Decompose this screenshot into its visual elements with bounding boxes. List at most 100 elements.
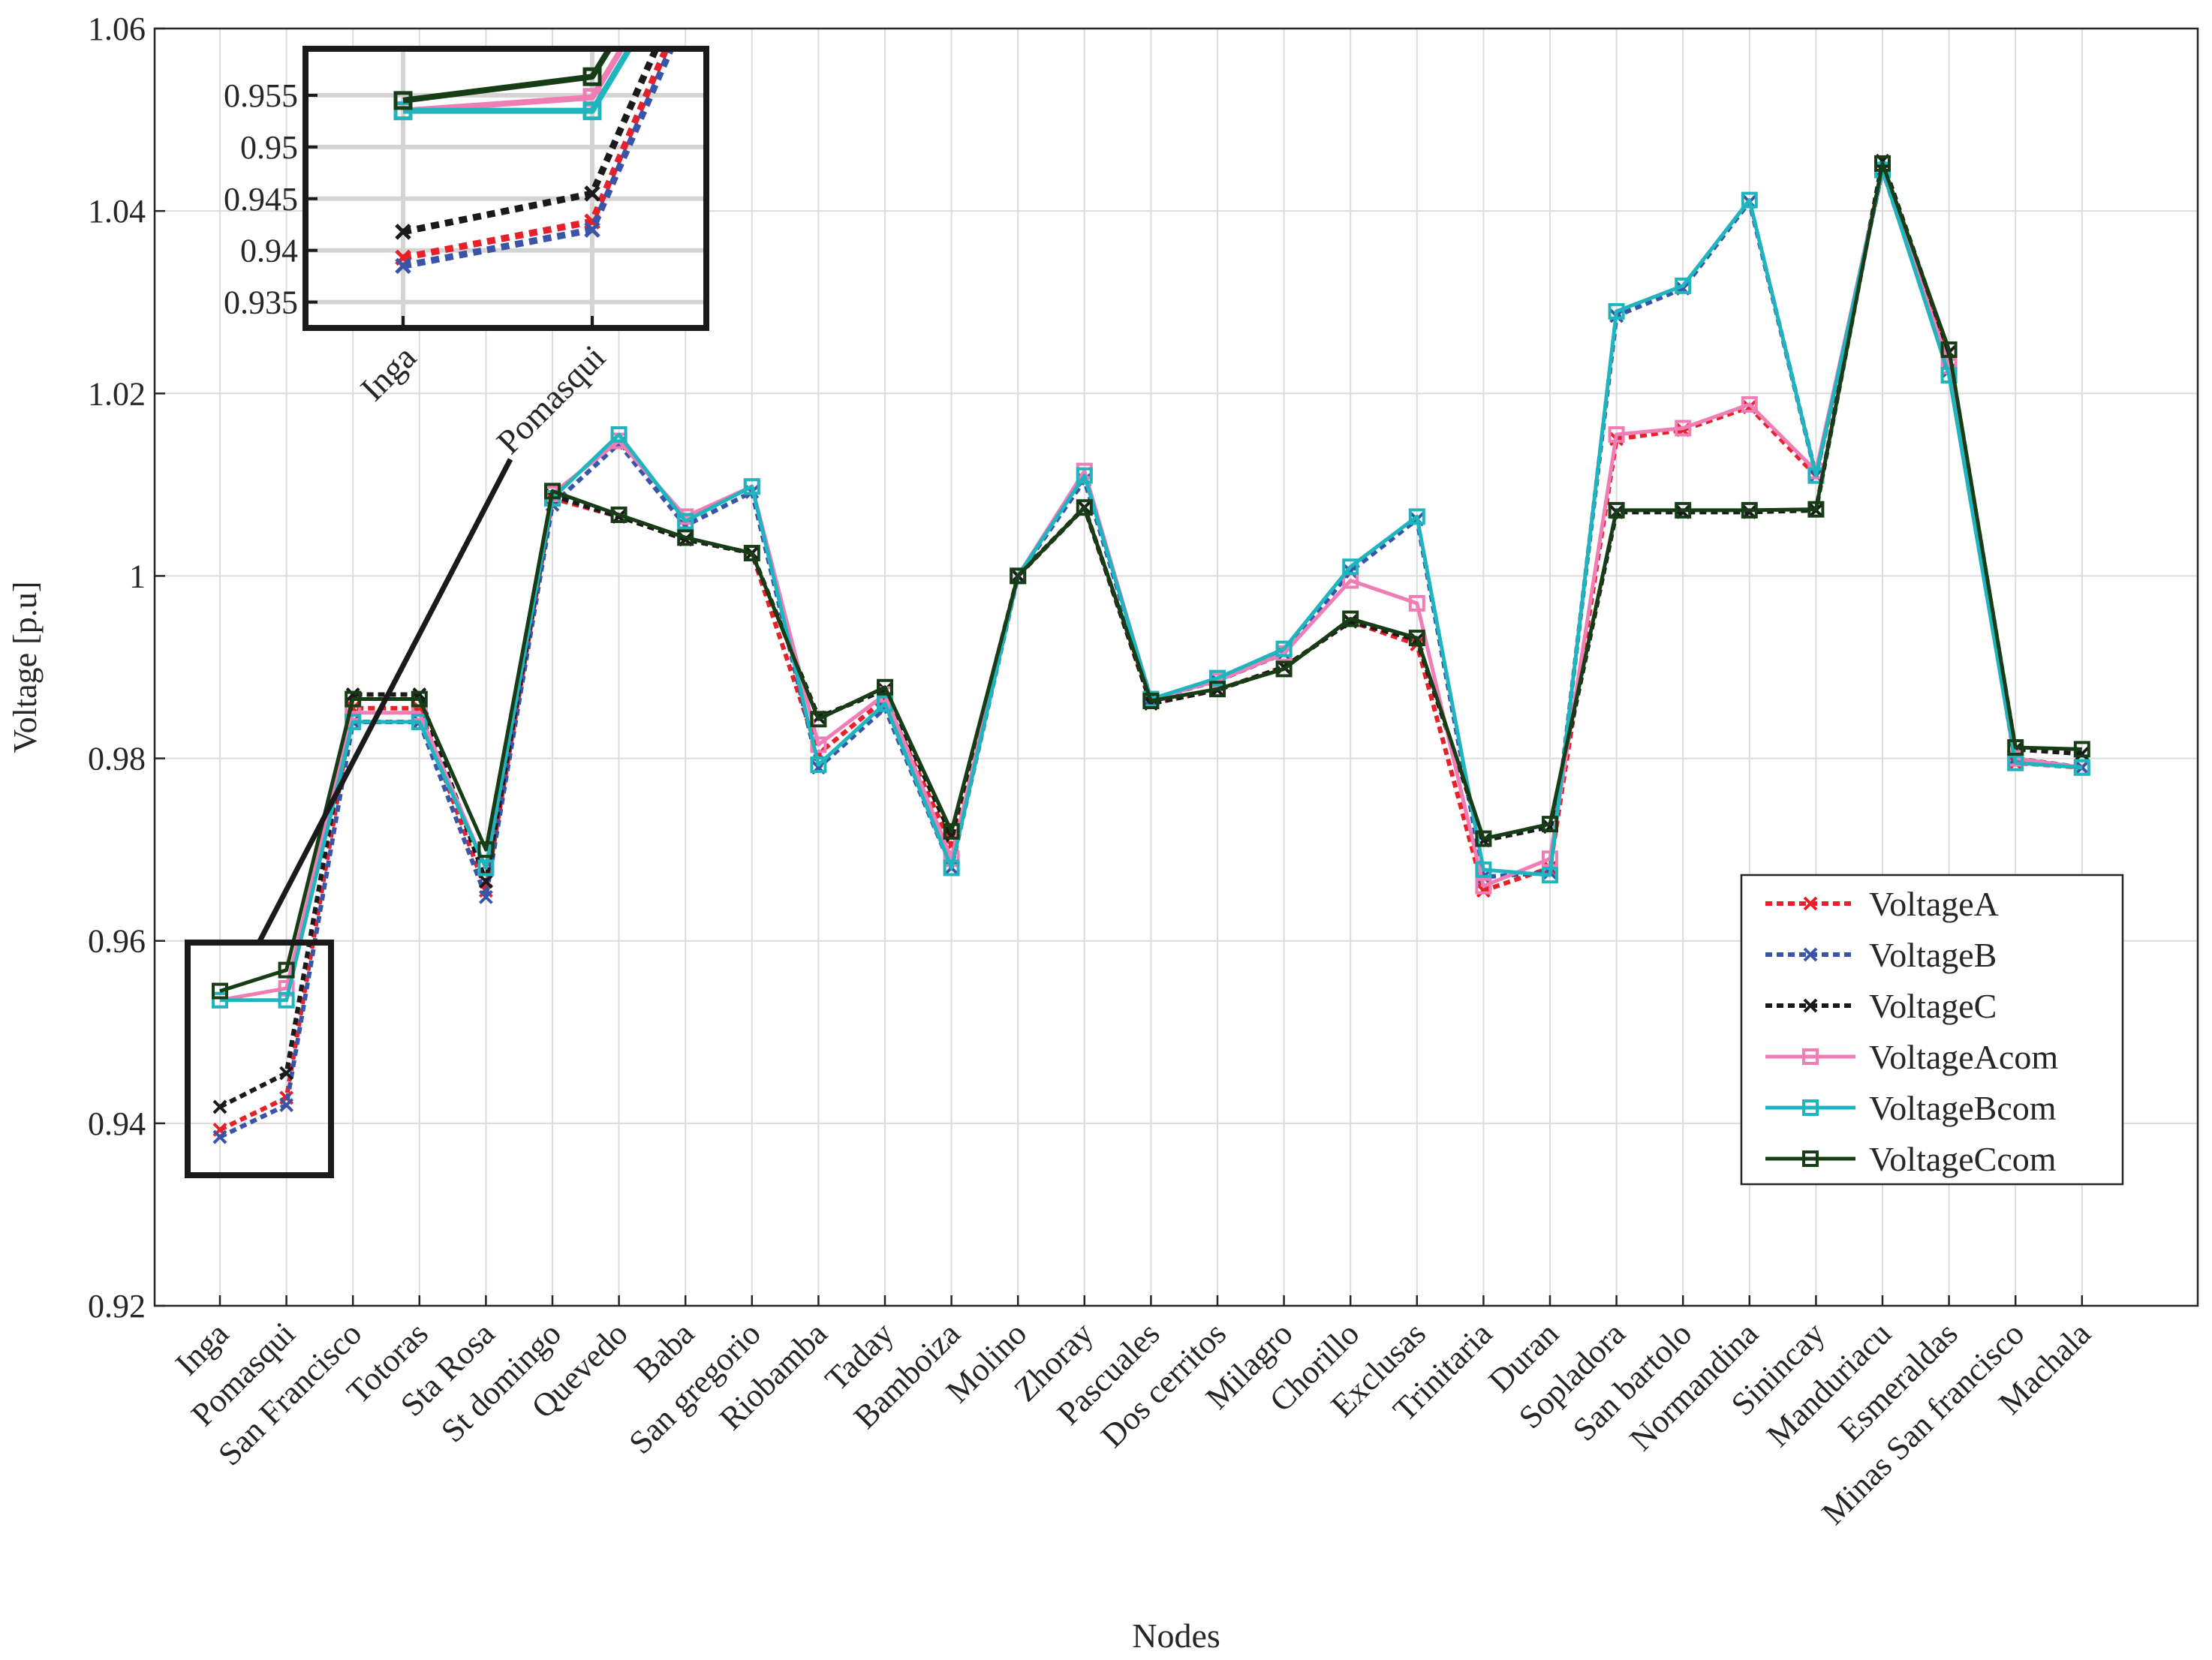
y-tick-label: 1.02: [88, 375, 146, 412]
inset-frame: [302, 46, 709, 331]
inset-data-point: [584, 221, 600, 238]
plot-frame: [153, 27, 2199, 1307]
y-axis-ticks: 0.92 0.94 0.96 0.98 1 1.02 1.04 1.06: [88, 11, 165, 1325]
data-point: [1275, 640, 1293, 657]
legend-marker: [1803, 896, 1818, 911]
data-point: [544, 483, 561, 500]
data-point: [1343, 564, 1358, 579]
series-lines: [212, 153, 2090, 1144]
data-point: [1209, 669, 1226, 687]
legend-label: VoltageCcom: [1869, 1140, 2057, 1178]
inset-data-point: [393, 101, 413, 121]
data-point: [1608, 302, 1625, 320]
data-point: [810, 756, 827, 774]
inset-data-point: [393, 91, 413, 110]
data-point: [1542, 816, 1558, 833]
inset-y-tick-label: 0.935: [224, 284, 298, 321]
inset-y-tick-label: 0.945: [224, 181, 298, 218]
data-point: [212, 991, 228, 1009]
data-point: [1675, 420, 1692, 437]
legend-entry-voltagea: VoltageA: [1765, 885, 1999, 923]
y-tick-label: 1.04: [88, 193, 146, 230]
data-point: [810, 711, 827, 728]
y-tick-label: 0.92: [88, 1288, 146, 1325]
data-point: [478, 874, 493, 889]
data-point: [1342, 610, 1359, 627]
y-axis-label: Voltage [p.u]: [7, 582, 44, 753]
data-point: [345, 690, 362, 708]
data-point: [2075, 760, 2090, 775]
data-point: [1475, 830, 1492, 847]
data-point: [411, 690, 428, 708]
data-point: [1807, 501, 1825, 518]
data-point: [2073, 759, 2090, 776]
data-point: [743, 478, 760, 495]
data-point: [1940, 341, 1958, 358]
data-point: [1476, 883, 1491, 898]
inset-series-voltagec: [395, 49, 660, 240]
data-point: [278, 961, 295, 979]
data-point: [477, 841, 495, 859]
series-voltageccom: [212, 155, 2090, 1000]
inset-y-ticks: 0.935 0.94 0.945 0.95 0.955: [224, 77, 318, 321]
data-point: [877, 678, 893, 696]
legend-entry-voltagebcom: VoltageBcom: [1765, 1089, 2057, 1127]
data-point: [411, 713, 428, 730]
inset-series-voltageb: [395, 49, 675, 275]
inset-series-lines: [393, 49, 675, 275]
data-point: [1010, 567, 1027, 585]
data-point: [212, 1099, 227, 1114]
data-point: [2073, 741, 2090, 758]
inset-data-point: [582, 101, 602, 121]
inset-data-point: [582, 67, 602, 86]
data-point: [1608, 501, 1625, 519]
y-tick-label: 1.06: [88, 11, 146, 47]
data-point: [677, 529, 694, 546]
data-point: [1741, 395, 1758, 413]
data-point: [212, 1129, 227, 1144]
legend-entry-voltageccom: VoltageCcom: [1765, 1140, 2057, 1178]
data-point: [1542, 867, 1558, 884]
y-tick-label: 0.96: [88, 923, 146, 960]
inset-series-line: [402, 49, 613, 104]
data-point: [1342, 558, 1359, 576]
data-point: [2007, 754, 2024, 771]
inset-series-voltageccom: [393, 49, 613, 110]
data-point: [1741, 501, 1758, 519]
data-point: [279, 1098, 294, 1112]
legend-label: VoltageC: [1869, 987, 1997, 1025]
legend-label: VoltageBcom: [1869, 1089, 2057, 1127]
data-point: [1874, 155, 1891, 172]
inset-series-voltagebcom: [393, 49, 634, 121]
legend-label: VoltageAcom: [1869, 1038, 2058, 1076]
series-line: [219, 161, 2082, 993]
inset-series-line: [403, 49, 634, 114]
legend-marker: [1802, 1048, 1819, 1065]
data-point: [279, 1066, 294, 1081]
legend-label: VoltageB: [1869, 936, 1997, 974]
inset-y-tick-label: 0.95: [240, 129, 298, 166]
inset-series-line: [402, 49, 625, 114]
data-point: [478, 889, 493, 904]
data-point: [1475, 877, 1492, 895]
data-point: [943, 822, 960, 840]
y-tick-label: 1: [129, 558, 146, 594]
legend-entry-voltageb: VoltageB: [1765, 936, 1997, 974]
data-point: [1408, 630, 1425, 647]
data-point: [1475, 861, 1492, 878]
data-point: [810, 736, 827, 753]
data-point: [1940, 366, 1958, 383]
data-point: [1608, 426, 1625, 443]
data-point: [943, 859, 960, 877]
data-point: [1076, 499, 1093, 516]
data-point: [677, 513, 694, 530]
data-point: [1741, 191, 1758, 209]
data-point: [1142, 692, 1160, 709]
data-point: [278, 991, 295, 1009]
data-point: [610, 426, 627, 443]
data-point: [1275, 660, 1293, 678]
data-point: [1675, 501, 1692, 519]
data-point: [1209, 681, 1226, 698]
data-point: [743, 545, 760, 562]
